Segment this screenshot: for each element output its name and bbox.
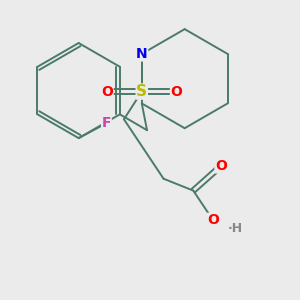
Text: F: F bbox=[102, 116, 111, 130]
Text: O: O bbox=[215, 159, 227, 173]
Text: ·H: ·H bbox=[227, 222, 242, 235]
Text: S: S bbox=[136, 84, 147, 99]
Text: O: O bbox=[170, 85, 182, 98]
Text: O: O bbox=[207, 213, 219, 227]
Text: O: O bbox=[101, 85, 113, 98]
Text: N: N bbox=[136, 47, 148, 61]
